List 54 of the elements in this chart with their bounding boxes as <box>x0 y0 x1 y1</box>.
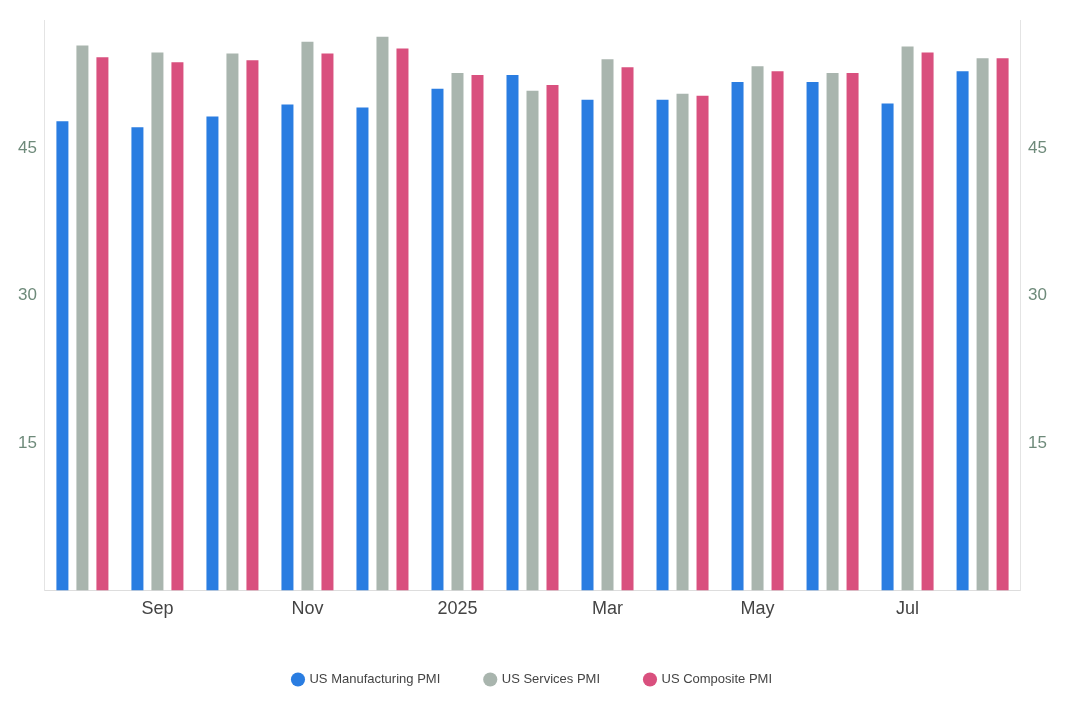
bar <box>301 41 314 591</box>
bar <box>806 81 819 591</box>
y2-tick-label: 15 <box>1028 432 1048 452</box>
bar <box>471 75 484 591</box>
y-tick-label: 30 <box>17 285 37 305</box>
x-tick-label: May <box>740 598 775 619</box>
legend-label: US Services PMI <box>501 671 600 687</box>
bar <box>356 107 369 591</box>
x-tick-label: Jul <box>896 598 920 619</box>
bar <box>731 81 744 591</box>
bar <box>581 99 594 591</box>
y-tick-label: 15 <box>17 432 37 452</box>
x-tick-label: Nov <box>291 598 324 619</box>
bar <box>676 93 689 591</box>
bar <box>151 52 164 591</box>
x-tick-label: Sep <box>141 598 174 619</box>
bar <box>546 84 559 591</box>
bar <box>321 53 334 591</box>
bar <box>976 58 989 591</box>
bar <box>996 58 1009 591</box>
bar <box>601 59 614 591</box>
bar <box>656 99 669 591</box>
bar <box>506 75 519 591</box>
bar <box>621 67 634 591</box>
bar <box>131 127 144 591</box>
bar <box>171 62 184 591</box>
bar <box>226 53 239 591</box>
bar <box>526 90 539 591</box>
bar <box>96 57 109 591</box>
bar <box>771 71 784 591</box>
bar <box>826 73 839 591</box>
y-tick-label: 45 <box>17 137 37 157</box>
legend-label: US Composite PMI <box>661 671 773 687</box>
bar <box>246 60 259 591</box>
legend-label: US Manufacturing PMI <box>309 671 441 687</box>
y2-tick-label: 30 <box>1028 285 1048 305</box>
x-tick-label: 2025 <box>437 598 478 619</box>
bar <box>956 71 969 591</box>
bar <box>431 88 444 591</box>
bar <box>376 36 389 591</box>
bar <box>751 66 764 591</box>
bar <box>76 45 89 591</box>
bar <box>881 103 894 591</box>
bar <box>56 121 69 591</box>
x-tick-label: Mar <box>592 598 624 619</box>
bar <box>451 73 464 591</box>
bar <box>901 46 914 591</box>
bar <box>206 116 219 591</box>
bar <box>281 104 294 591</box>
bar <box>921 52 934 591</box>
bar <box>696 95 709 591</box>
bar <box>846 73 859 591</box>
y2-tick-label: 45 <box>1028 137 1048 157</box>
bar <box>396 48 409 591</box>
